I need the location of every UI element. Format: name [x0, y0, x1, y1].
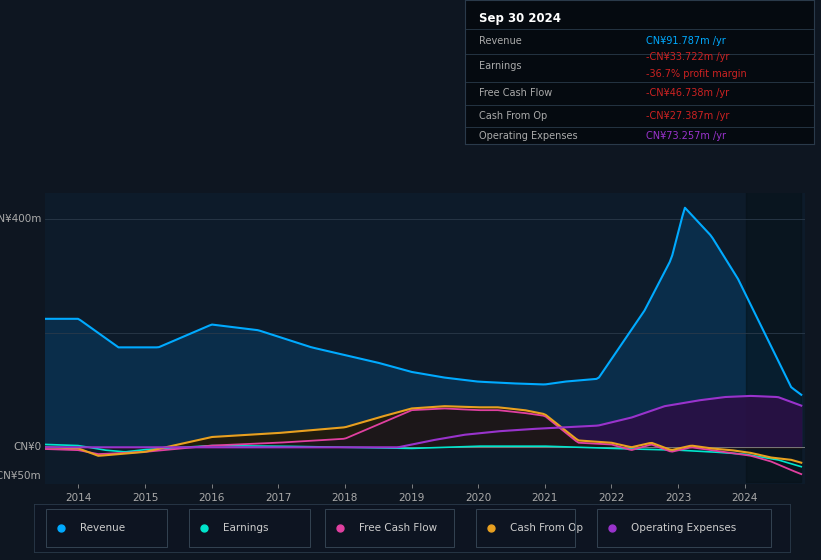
Text: Free Cash Flow: Free Cash Flow: [360, 523, 438, 533]
Text: Operating Expenses: Operating Expenses: [479, 131, 577, 141]
Text: -CN¥50m: -CN¥50m: [0, 471, 41, 481]
Text: CN¥73.257m /yr: CN¥73.257m /yr: [646, 131, 726, 141]
Text: Sep 30 2024: Sep 30 2024: [479, 12, 561, 25]
Text: -CN¥27.387m /yr: -CN¥27.387m /yr: [646, 111, 730, 122]
Text: Earnings: Earnings: [479, 60, 521, 71]
Text: -36.7% profit margin: -36.7% profit margin: [646, 69, 747, 80]
Text: CN¥400m: CN¥400m: [0, 214, 41, 224]
Text: Cash From Op: Cash From Op: [479, 111, 547, 122]
Text: CN¥0: CN¥0: [13, 442, 41, 452]
Text: CN¥91.787m /yr: CN¥91.787m /yr: [646, 36, 726, 46]
Text: Cash From Op: Cash From Op: [511, 523, 584, 533]
Text: Revenue: Revenue: [479, 36, 521, 46]
Text: Operating Expenses: Operating Expenses: [631, 523, 736, 533]
Text: -CN¥33.722m /yr: -CN¥33.722m /yr: [646, 52, 730, 62]
Text: Revenue: Revenue: [80, 523, 125, 533]
Text: Free Cash Flow: Free Cash Flow: [479, 88, 552, 98]
Text: Earnings: Earnings: [223, 523, 268, 533]
Text: -CN¥46.738m /yr: -CN¥46.738m /yr: [646, 88, 729, 98]
